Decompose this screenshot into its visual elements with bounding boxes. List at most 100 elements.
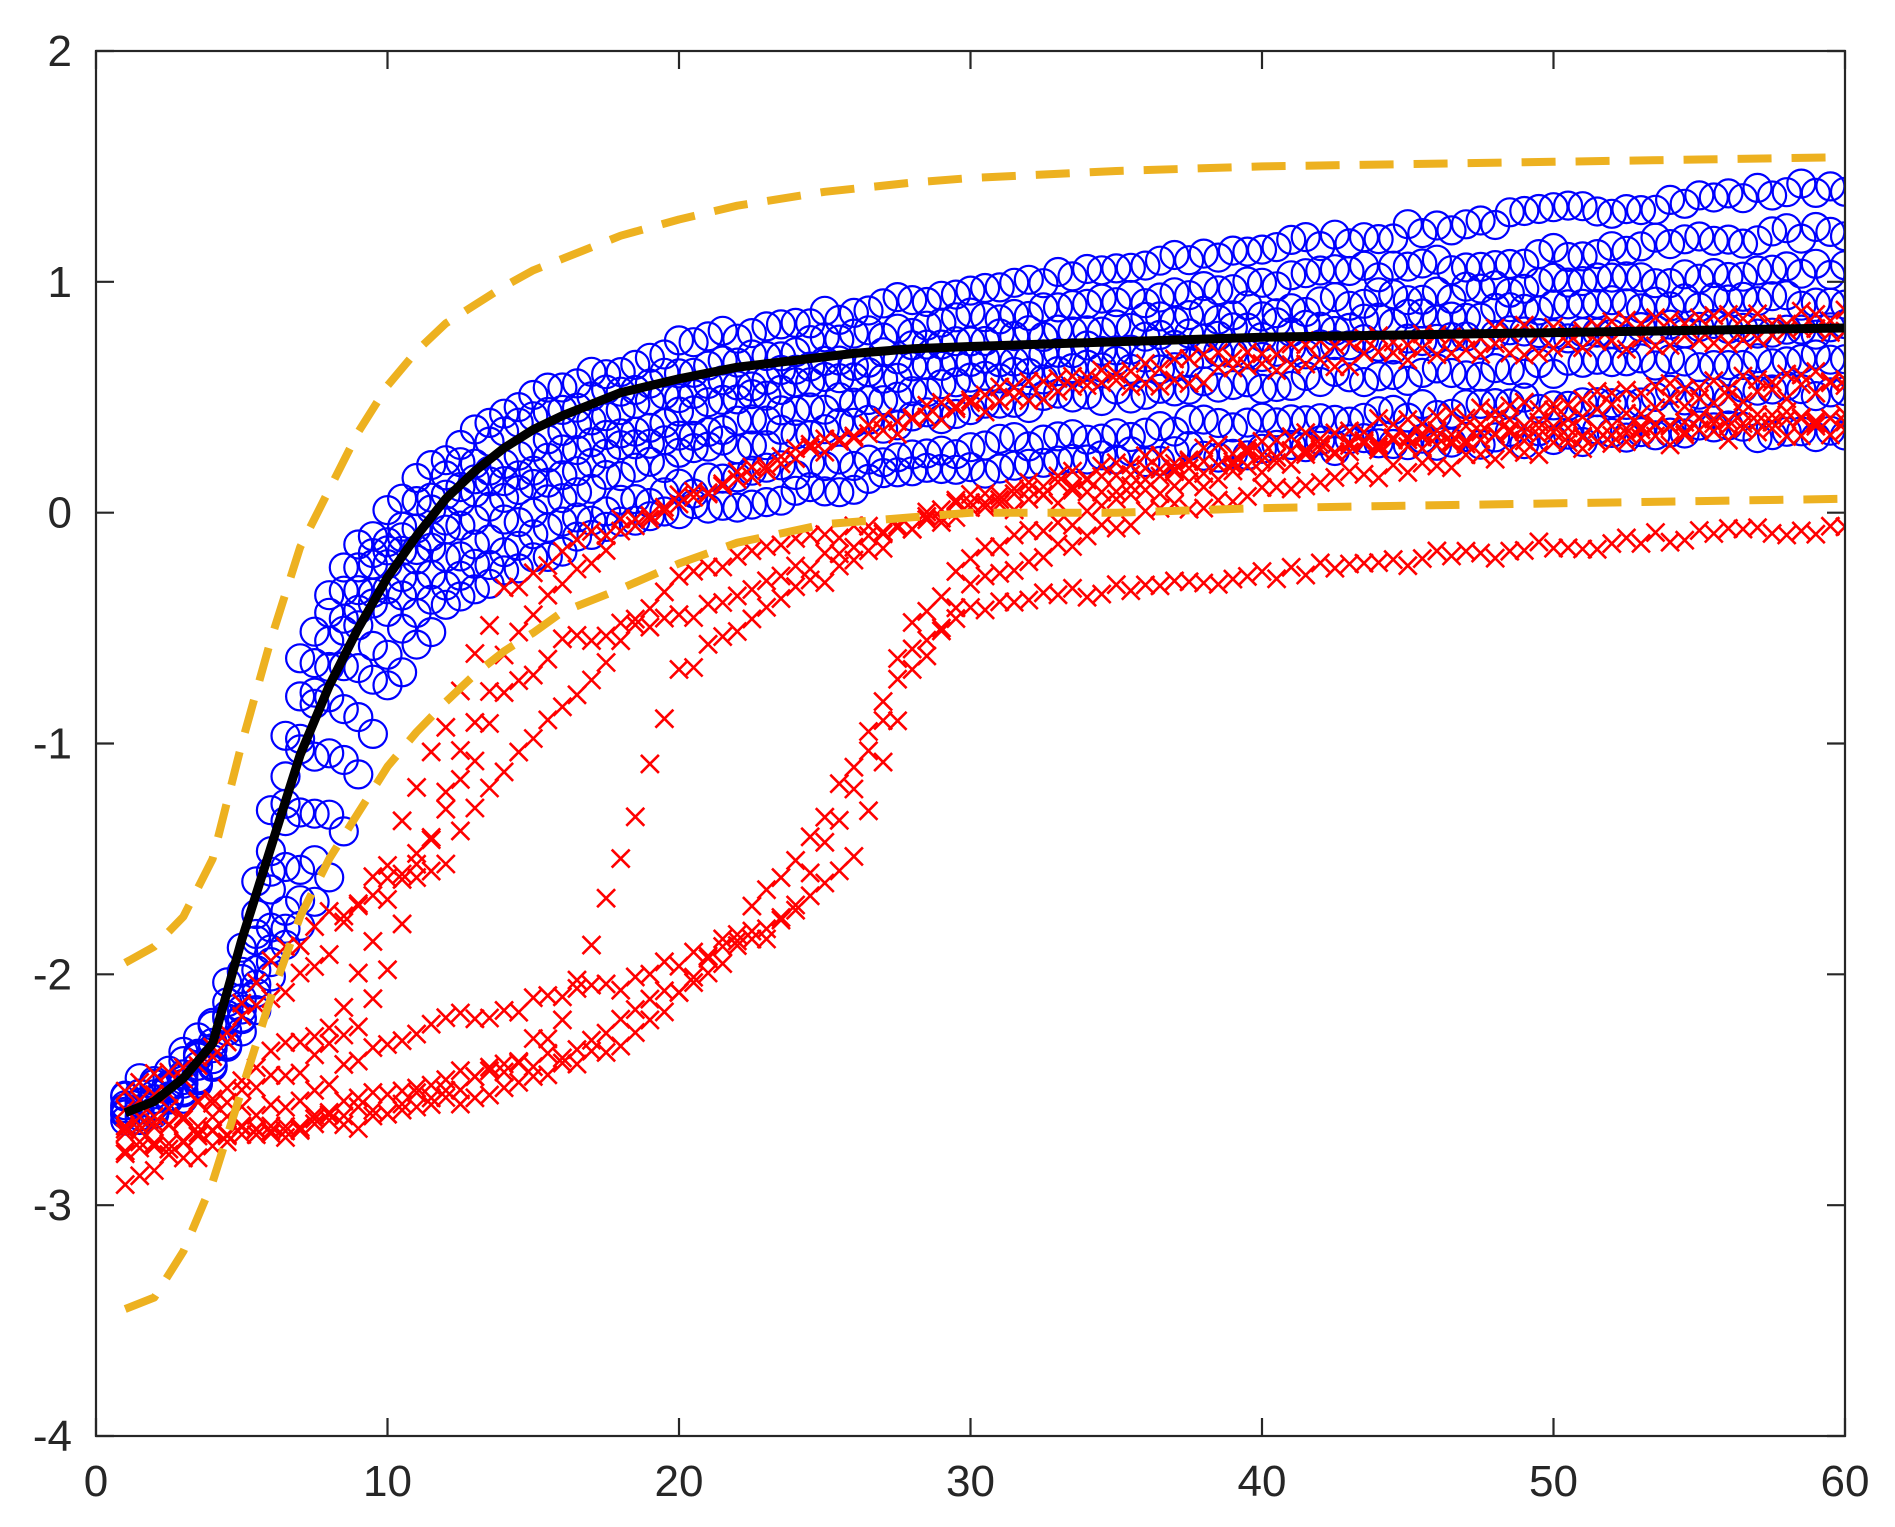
circle-point <box>955 362 986 393</box>
cross-point <box>1048 465 1068 486</box>
cross-point <box>144 1106 165 1127</box>
cross-point <box>1514 416 1535 437</box>
circle-point <box>969 325 1001 357</box>
cross-point <box>756 456 777 477</box>
cross-point <box>1747 517 1768 538</box>
cross-point <box>1718 430 1739 451</box>
cross-point <box>552 1047 573 1068</box>
circle-point <box>1509 195 1540 227</box>
cross-point <box>785 850 806 871</box>
cross-point <box>712 953 733 974</box>
circle-point <box>1829 176 1845 207</box>
cross-point <box>421 1014 442 1035</box>
circle-point <box>824 444 855 475</box>
cross-point <box>960 574 981 595</box>
cross-point <box>1018 590 1039 611</box>
cross-point <box>537 1064 558 1085</box>
cross-point <box>348 963 369 984</box>
circle-point <box>926 453 957 485</box>
circle-point <box>1392 298 1423 329</box>
cross-point <box>1062 476 1083 497</box>
cross-point <box>639 505 660 526</box>
circle-point <box>1669 346 1700 377</box>
circle-point <box>270 851 301 883</box>
cross-point <box>843 779 864 799</box>
cross-point <box>712 473 733 494</box>
cross-point <box>479 681 500 702</box>
cross-point <box>1762 379 1783 400</box>
cross-point <box>304 1113 325 1134</box>
cross-point <box>698 948 719 969</box>
circle-point <box>1698 182 1729 213</box>
circle-point <box>1028 292 1059 323</box>
circle-point <box>867 458 899 489</box>
cross-point <box>741 466 762 487</box>
cross-point <box>1310 472 1331 493</box>
cross-point <box>1543 400 1564 421</box>
circle-point <box>1596 231 1627 262</box>
cross-point <box>960 392 981 413</box>
cross-point <box>1062 461 1083 482</box>
cross-point <box>771 907 791 928</box>
cross-point <box>435 1087 456 1108</box>
circle-point <box>1582 196 1613 227</box>
cross-point <box>975 483 996 504</box>
circle-point <box>1232 266 1263 297</box>
circle-point <box>1101 287 1132 318</box>
cross-point <box>479 1085 500 1106</box>
cross-point <box>1252 353 1272 374</box>
cross-point <box>1674 396 1695 417</box>
circle-point <box>1727 261 1759 292</box>
cross-point <box>275 1032 296 1053</box>
circle-point <box>984 363 1015 394</box>
circle-point <box>1582 262 1613 293</box>
cross-point <box>435 854 456 874</box>
cross-point <box>406 867 427 888</box>
circle-point <box>474 407 505 438</box>
circle-point <box>590 459 622 491</box>
circle-point <box>1188 271 1219 302</box>
circle-point <box>911 397 942 428</box>
cross-point <box>1820 408 1841 429</box>
circle-point <box>1509 273 1540 304</box>
cross-point <box>1558 394 1579 415</box>
circle-point <box>285 854 316 886</box>
circle-point <box>314 625 345 656</box>
cross-point <box>1150 376 1170 397</box>
circle-point <box>707 425 738 456</box>
cross-point <box>858 800 879 821</box>
cross-point <box>581 935 602 956</box>
cross-point <box>1733 391 1753 412</box>
cross-point <box>916 645 937 666</box>
circle-point <box>1611 235 1642 266</box>
cross-point <box>392 1030 413 1051</box>
cross-point <box>960 548 981 569</box>
circle-point <box>1392 430 1423 461</box>
cross-point <box>173 1147 194 1168</box>
cross-point <box>1747 303 1768 324</box>
cross-point <box>639 509 660 530</box>
circle-point <box>328 603 359 634</box>
circle-point <box>1450 209 1482 240</box>
cross-point <box>523 728 544 749</box>
circle-point <box>1407 218 1438 249</box>
cross-point <box>800 862 821 883</box>
circle-point <box>561 521 593 552</box>
circle-point <box>1756 254 1788 285</box>
circle-point <box>1450 252 1482 283</box>
circle-point <box>1246 402 1278 433</box>
cross-point <box>829 773 850 794</box>
circle-point <box>459 548 490 579</box>
circle-point <box>299 647 330 679</box>
cross-point <box>1018 489 1039 510</box>
circle-point <box>1742 255 1773 286</box>
cross-point <box>537 585 558 606</box>
y-tick-label: -1 <box>33 720 72 769</box>
circle-series <box>110 168 1845 1136</box>
y-tick-label: 0 <box>48 489 72 538</box>
circle-point <box>736 489 768 520</box>
circle-point <box>1552 241 1584 273</box>
circle-point <box>1057 353 1088 384</box>
cross-point <box>1835 516 1845 537</box>
cross-point <box>1660 434 1681 455</box>
